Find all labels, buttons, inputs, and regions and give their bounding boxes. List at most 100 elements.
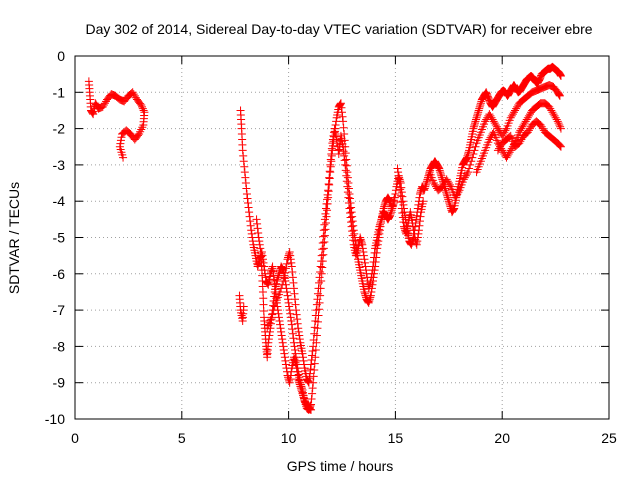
data-point [307,360,316,369]
data-point [321,225,330,234]
data-point [138,104,147,113]
data-point [549,110,558,119]
data-point [476,99,485,108]
data-point [281,268,290,277]
y-tick-label: -10 [45,411,65,427]
data-point [321,204,330,213]
data-point [344,184,353,193]
data-point [240,162,249,171]
data-point [360,287,369,296]
data-point [512,104,521,113]
data-point [327,150,336,159]
data-point [293,319,302,328]
data-point [424,171,433,180]
data-point [367,269,376,278]
data-point [546,104,555,113]
data-point [344,199,353,208]
data-point [285,249,294,258]
data-point [326,162,335,171]
data-point [291,346,300,355]
data-point [288,273,297,282]
data-point [421,182,430,191]
data-point [342,171,351,180]
data-point [469,124,478,133]
data-point [325,167,334,176]
data-point [321,209,330,218]
data-point [534,101,543,110]
data-point [241,179,250,188]
data-point [299,356,308,365]
chart-title: Day 302 of 2014, Sidereal Day-to-day VTE… [85,21,592,37]
data-point [470,120,479,129]
data-point [442,189,451,198]
data-point [268,262,277,271]
y-tick-label: -2 [53,121,66,137]
data-point [327,151,336,160]
data-point [341,160,350,169]
data-point [398,192,407,201]
data-point [310,365,319,374]
data-point [384,195,393,204]
data-point [310,329,319,338]
data-point [505,132,514,141]
data-point [360,255,369,264]
data-point [310,359,319,368]
data-point [493,146,502,155]
data-point [99,101,108,110]
data-point [288,267,297,276]
data-point [281,356,290,365]
data-point [311,311,320,320]
data-point [244,203,253,212]
data-point [521,130,530,139]
data-point [416,212,425,221]
data-point [332,135,341,144]
data-point [506,146,515,155]
data-point [435,166,444,175]
data-point [521,117,530,126]
y-tick-label: -1 [53,84,66,100]
data-point [274,313,283,322]
data-point [420,184,429,193]
data-point [415,217,424,226]
data-point [442,188,451,197]
data-point [396,177,405,186]
data-point [459,175,468,184]
data-point [364,284,373,293]
data-point [504,150,513,159]
data-point [322,199,331,208]
data-point [492,122,501,131]
data-point [422,179,431,188]
data-point [556,141,565,150]
data-point [449,205,458,214]
data-point [347,218,356,227]
data-point [365,280,374,289]
y-axis-label: SDTVAR / TECUs [6,182,22,294]
data-point [242,184,251,193]
data-point [409,222,418,231]
data-point [550,111,559,120]
data-point [325,174,334,183]
data-point [286,251,295,260]
data-point [401,226,410,235]
data-point [317,257,326,266]
data-point [414,226,423,235]
data-point [343,182,352,191]
data-point [293,315,302,324]
data-point [375,220,384,229]
data-point [319,232,328,241]
data-point [239,151,248,160]
data-point [488,130,497,139]
data-point [267,266,276,275]
data-point [349,226,358,235]
data-point [413,233,422,242]
data-point [445,200,454,209]
data-point [430,180,439,189]
data-point [493,124,502,133]
data-point [287,258,296,267]
x-tick-label: 10 [281,430,297,446]
data-point [516,137,525,146]
data-point [332,117,341,126]
data-point [504,133,513,142]
data-point [296,380,305,389]
data-point [367,273,376,282]
